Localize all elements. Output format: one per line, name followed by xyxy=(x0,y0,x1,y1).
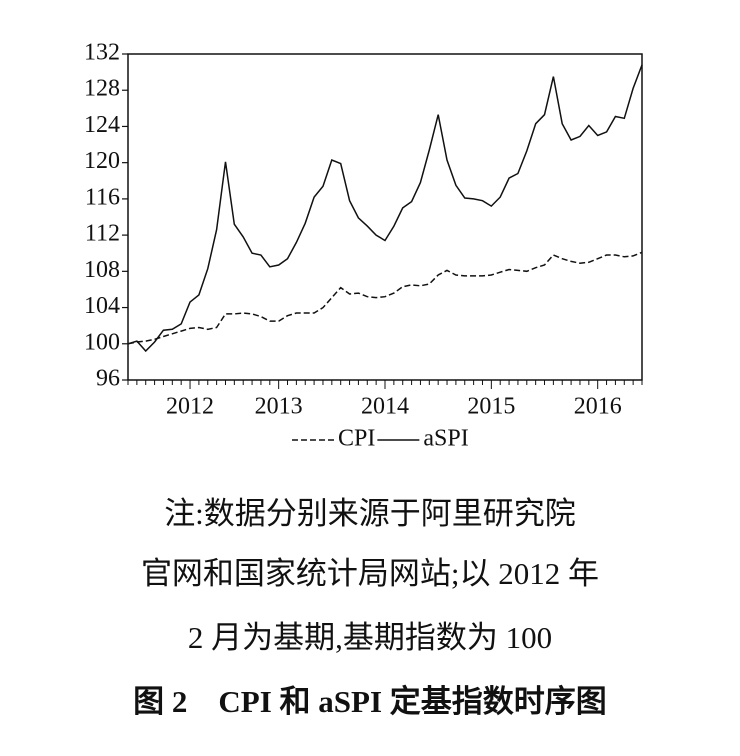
x-tick-label: 2015 xyxy=(467,394,515,420)
y-tick-label: 112 xyxy=(85,221,120,247)
y-tick-label: 124 xyxy=(84,112,120,138)
x-tick-label: 2016 xyxy=(574,394,622,420)
note-line: 注:数据分别来源于阿里研究院 xyxy=(164,496,576,531)
y-tick-label: 104 xyxy=(84,293,120,319)
series-line xyxy=(127,64,643,353)
note-line: 2 月为基期,基期指数为 100 xyxy=(187,620,553,655)
x-tick-label: 2014 xyxy=(361,394,409,420)
x-tick-label: 2012 xyxy=(166,394,214,420)
y-tick-label: 120 xyxy=(84,148,120,174)
y-tick-label: 108 xyxy=(84,257,120,283)
plot-frame xyxy=(127,53,643,381)
series-line xyxy=(127,251,643,345)
legend-label: aSPI xyxy=(423,426,468,452)
figure-caption: 图 2 CPI 和 aSPI 定基指数时序图 xyxy=(133,684,607,719)
y-tick-label: 116 xyxy=(85,184,120,210)
y-tick-label: 100 xyxy=(84,329,120,355)
note-line: 官网和国家统计局网站;以 2012 年 xyxy=(140,556,600,591)
y-tick-label: 128 xyxy=(84,76,120,102)
legend-label: CPI xyxy=(338,426,375,452)
chart: 96 100 104 108 112 116 120 124 128 132 2012 2013 201… xyxy=(84,40,643,452)
y-tick-label: 132 xyxy=(84,40,120,66)
y-tick-label: 96 xyxy=(96,366,120,392)
x-tick-label: 2013 xyxy=(255,394,303,420)
